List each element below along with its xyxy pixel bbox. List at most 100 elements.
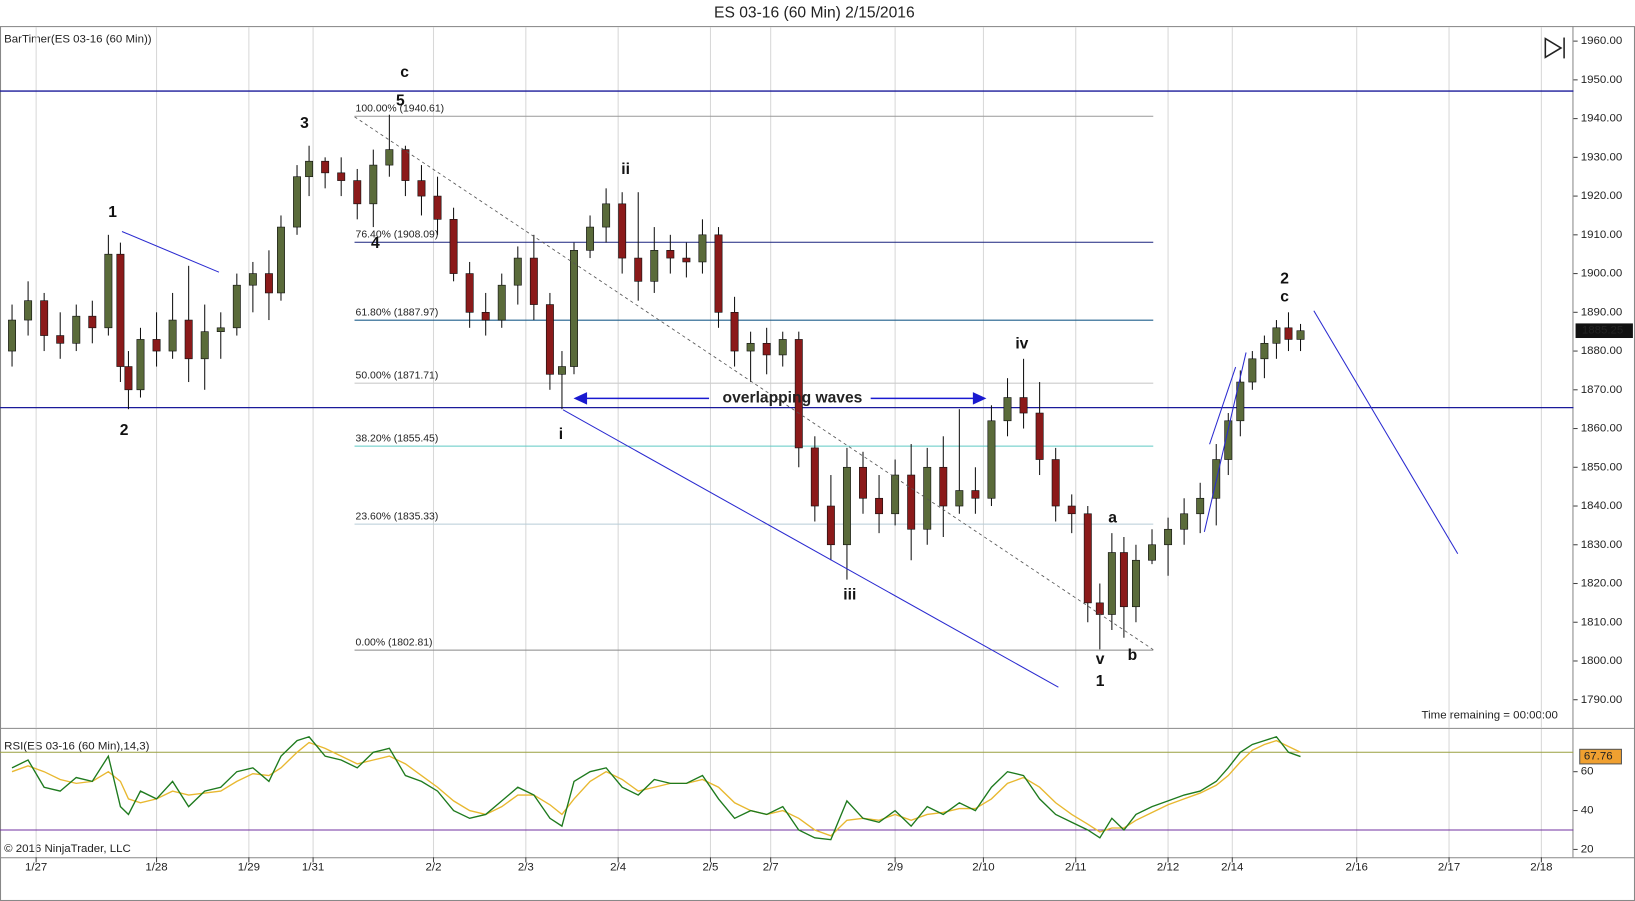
wave-label: 2 bbox=[1280, 271, 1289, 288]
y-tick-label: 1890.00 bbox=[1581, 306, 1622, 318]
candle-body bbox=[1180, 513, 1189, 530]
last-price-box bbox=[1575, 323, 1633, 339]
candle-body bbox=[586, 226, 595, 251]
y-tick-label: 1850.00 bbox=[1581, 461, 1622, 473]
candle-body bbox=[1248, 358, 1257, 383]
last-price-label: 1885.25 bbox=[1582, 325, 1623, 337]
y-tick-label: 1960.00 bbox=[1581, 35, 1622, 47]
candle-body bbox=[939, 466, 948, 507]
wave-label: c bbox=[1280, 288, 1289, 305]
y-tick-label: 1950.00 bbox=[1581, 74, 1622, 86]
y-tick-label: 1820.00 bbox=[1581, 578, 1622, 590]
x-tick-label: 2/12 bbox=[1157, 862, 1179, 874]
wave-label: c bbox=[400, 64, 409, 81]
candle-body bbox=[1119, 552, 1128, 608]
x-tick-label: 1/27 bbox=[25, 862, 47, 874]
rsi-line bbox=[11, 735, 1301, 841]
fib-label: 50.00% (1871.71) bbox=[356, 371, 439, 382]
candle-body bbox=[1224, 420, 1233, 460]
candle-body bbox=[24, 300, 33, 321]
y-tick-label: 1840.00 bbox=[1581, 500, 1622, 512]
candle-body bbox=[1003, 397, 1012, 422]
copyright: © 2016 NinjaTrader, LLC bbox=[4, 843, 131, 855]
wave-label: iv bbox=[1015, 335, 1028, 352]
y-tick-label: 1900.00 bbox=[1581, 268, 1622, 280]
candle-body bbox=[923, 466, 932, 530]
y-tick-label: 1920.00 bbox=[1581, 190, 1622, 202]
candle-body bbox=[305, 160, 314, 178]
candle-body bbox=[794, 339, 803, 449]
candle-body bbox=[875, 497, 884, 515]
wave-label: iii bbox=[843, 587, 856, 604]
candle-body bbox=[1284, 327, 1293, 340]
candle-body bbox=[762, 342, 771, 356]
trend-line bbox=[562, 409, 1059, 688]
wave-label: a bbox=[1108, 509, 1117, 526]
candle-body bbox=[497, 284, 506, 321]
candle-body bbox=[570, 250, 578, 367]
wave-label: 1 bbox=[1096, 673, 1105, 690]
fib-label: 0.00% (1802.81) bbox=[356, 638, 433, 649]
wave-label: 2 bbox=[120, 422, 129, 439]
fib-label: 100.00% (1940.61) bbox=[356, 104, 445, 115]
wave-label: 5 bbox=[396, 92, 405, 109]
y-tick-label: 1910.00 bbox=[1581, 229, 1622, 241]
candle-body bbox=[778, 339, 787, 356]
plot-layer: 100.00% (1940.61) 76.40% (1908.09) 61.80% … bbox=[0, 27, 1574, 858]
candle-body bbox=[248, 273, 257, 286]
candle-body bbox=[1035, 412, 1044, 460]
candle-body bbox=[152, 339, 161, 352]
candle-body bbox=[417, 180, 426, 197]
candle-body bbox=[666, 250, 675, 259]
candle-body bbox=[1236, 381, 1245, 422]
candle-body bbox=[369, 164, 378, 205]
play-icon[interactable] bbox=[1544, 37, 1565, 59]
fib-label: 76.40% (1908.09) bbox=[356, 230, 439, 241]
x-tick-label: 2/3 bbox=[518, 862, 534, 874]
candle-body bbox=[810, 447, 819, 507]
x-tick-label: 2/14 bbox=[1221, 862, 1244, 874]
x-tick-label: 2/9 bbox=[887, 862, 903, 874]
time-remaining: Time remaining = 00:00:00 bbox=[1422, 709, 1558, 721]
candle-body bbox=[602, 203, 611, 228]
y-tick-label: 1940.00 bbox=[1581, 113, 1622, 125]
arrow-head bbox=[573, 392, 588, 405]
candle-body bbox=[465, 273, 474, 313]
x-tick-label: 1/28 bbox=[145, 862, 167, 874]
y-tick-label: 1790.00 bbox=[1581, 694, 1622, 706]
y-tick-label: 1880.00 bbox=[1581, 345, 1622, 357]
candle-body bbox=[907, 474, 916, 530]
candle-body bbox=[8, 319, 17, 352]
y-tick-label: 1870.00 bbox=[1581, 384, 1622, 396]
candle-body bbox=[1051, 459, 1060, 507]
candle-body bbox=[891, 474, 900, 515]
fib-label: 23.60% (1835.33) bbox=[356, 512, 439, 523]
candle-body bbox=[56, 335, 65, 344]
y-tick-label: 1810.00 bbox=[1581, 616, 1622, 628]
candle-body bbox=[401, 149, 410, 181]
y-tick-label: 60 bbox=[1581, 766, 1594, 778]
play-triangle[interactable] bbox=[1544, 37, 1563, 59]
candle-body bbox=[88, 315, 97, 329]
rsi-line bbox=[11, 739, 1301, 837]
candle-body bbox=[321, 160, 330, 174]
x-tick-label: 2/2 bbox=[426, 862, 442, 874]
fib-label: 38.20% (1855.45) bbox=[356, 434, 439, 445]
candle-body bbox=[481, 311, 490, 321]
candle-body bbox=[513, 257, 522, 286]
indicator-label: BarTimer(ES 03-16 (60 Min)) bbox=[4, 34, 152, 46]
overlap-text: overlapping waves bbox=[723, 389, 863, 406]
candle-body bbox=[353, 180, 362, 205]
candle-body bbox=[232, 284, 241, 329]
y-tick-label: 1930.00 bbox=[1581, 151, 1622, 163]
x-tick-label: 2/4 bbox=[610, 862, 627, 874]
x-tick-label: 2/11 bbox=[1065, 862, 1086, 874]
x-tick-label: 2/5 bbox=[702, 862, 718, 874]
fib-label: 61.80% (1887.97) bbox=[356, 308, 439, 319]
candle-body bbox=[168, 319, 177, 352]
candle-body bbox=[40, 300, 49, 336]
candle-body bbox=[826, 505, 835, 546]
y-tick-label: 1830.00 bbox=[1581, 539, 1622, 551]
candle-body bbox=[650, 250, 659, 282]
